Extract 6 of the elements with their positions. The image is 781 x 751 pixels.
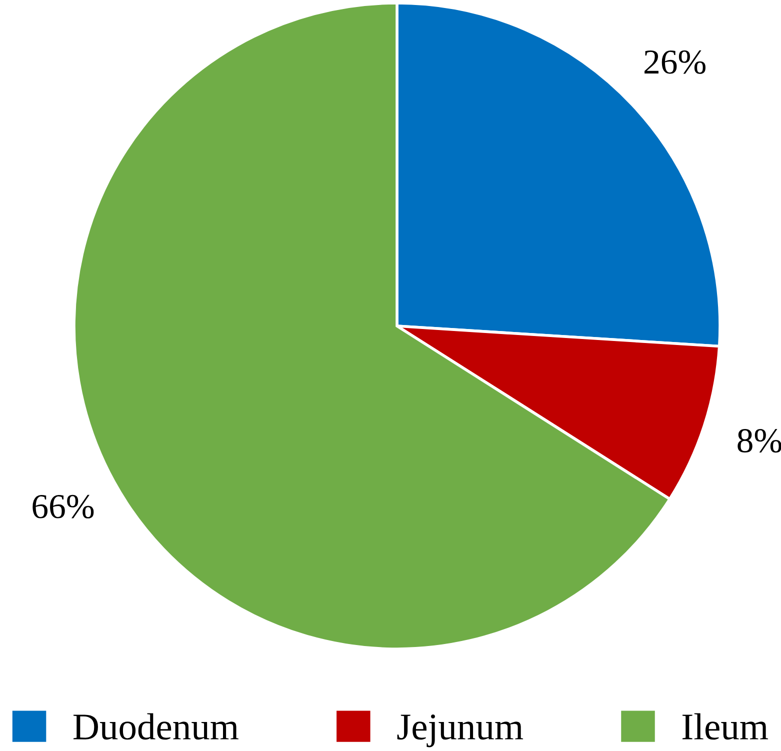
legend-label: Ileum <box>682 713 768 740</box>
data-label: 8% <box>738 429 781 453</box>
data-label: 66% <box>32 494 94 518</box>
legend-label: Jejunum <box>397 714 524 748</box>
data-label: 26% <box>644 50 706 74</box>
legend-label: Duodenum <box>73 713 238 740</box>
